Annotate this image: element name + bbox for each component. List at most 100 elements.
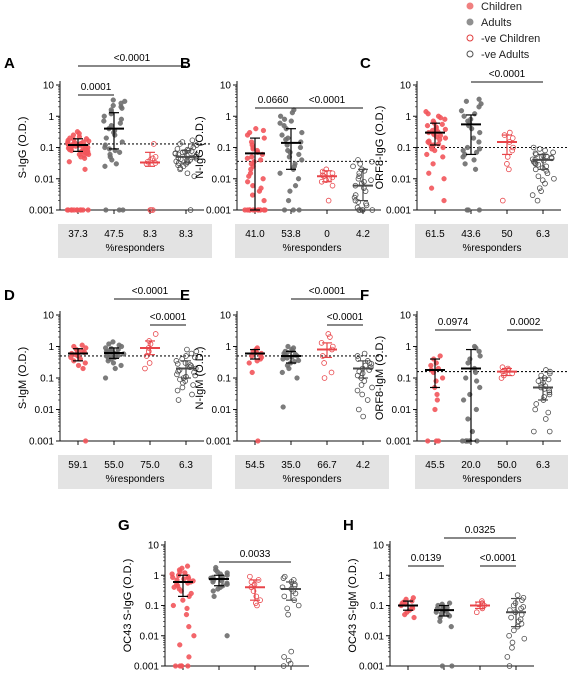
data-point xyxy=(82,438,89,444)
data-point xyxy=(426,170,432,176)
y-tick-label: 0.01 xyxy=(212,405,232,416)
data-point xyxy=(542,180,548,187)
responders-value: 50 xyxy=(501,229,513,240)
data-point xyxy=(280,663,287,669)
responders-value: 54.5 xyxy=(245,460,265,471)
data-point xyxy=(248,139,255,145)
data-point xyxy=(473,149,480,155)
data-point xyxy=(103,135,109,141)
data-point xyxy=(295,357,302,364)
data-point xyxy=(83,136,90,142)
p-value-label: 0.0139 xyxy=(411,553,442,564)
data-point xyxy=(281,573,288,580)
data-point xyxy=(177,376,183,383)
data-point xyxy=(249,192,256,198)
data-point xyxy=(249,154,255,160)
data-point xyxy=(352,192,359,198)
data-point xyxy=(472,166,479,172)
responders-value: 35.0 xyxy=(281,460,301,471)
data-point xyxy=(460,147,466,154)
y-tick-label: 0.1 xyxy=(397,374,411,385)
data-point xyxy=(279,369,285,376)
data-point xyxy=(361,178,367,185)
y-axis-label: S-IgM (O.D.) xyxy=(17,347,29,409)
data-point xyxy=(246,360,252,366)
y-tick-label: 1 xyxy=(153,571,159,582)
legend-label: -ve Adults xyxy=(481,49,530,61)
data-point xyxy=(187,364,193,371)
responders-value: 4.2 xyxy=(356,229,370,240)
data-point xyxy=(285,657,292,664)
data-point xyxy=(463,375,469,381)
y-tick-label: 0.001 xyxy=(386,437,411,448)
p-value-label: 0.0033 xyxy=(240,549,271,560)
data-point xyxy=(174,387,181,394)
data-point xyxy=(145,348,152,355)
data-point xyxy=(535,378,542,384)
data-point xyxy=(358,382,365,388)
data-point xyxy=(82,360,88,366)
data-point xyxy=(329,174,336,181)
data-point xyxy=(118,116,124,122)
p-value-label: 0.0325 xyxy=(465,525,496,536)
data-point xyxy=(187,362,194,368)
data-point xyxy=(142,365,148,372)
data-point xyxy=(545,409,552,416)
data-point xyxy=(507,129,513,136)
p-value-label: <0.0001 xyxy=(309,286,346,297)
data-point xyxy=(119,139,125,145)
data-point xyxy=(323,166,330,173)
p-value-label: <0.0001 xyxy=(327,312,364,323)
data-point xyxy=(325,331,332,337)
y-tick-label: 0.001 xyxy=(206,437,231,448)
data-point xyxy=(285,611,291,618)
data-point xyxy=(261,197,267,204)
y-tick-label: 0.01 xyxy=(35,405,55,416)
data-point xyxy=(550,149,556,156)
y-tick-label: 0.01 xyxy=(392,405,412,416)
data-point xyxy=(291,107,297,113)
data-point xyxy=(174,361,181,367)
data-point xyxy=(186,654,192,660)
responders-value: 47.5 xyxy=(104,229,124,240)
legend-label: -ve Children xyxy=(481,33,540,45)
legend-item: Adults xyxy=(466,17,512,29)
data-point xyxy=(172,663,179,669)
data-point xyxy=(169,571,175,577)
data-point xyxy=(116,207,122,213)
p-value-label: <0.0001 xyxy=(309,95,346,106)
y-tick-label: 0.1 xyxy=(145,601,159,612)
data-point xyxy=(529,192,536,198)
panel-g: G 0.001 0.01 0.1 1 10 OC43 S-IgG (O.D.) 0.0033 xyxy=(118,517,309,673)
p-value-label: <0.0001 xyxy=(489,69,526,80)
responders-label: %responders xyxy=(106,243,165,254)
data-point xyxy=(249,369,255,376)
panel-c: C 0.001 0.01 0.1 1 10 ORF8-IgG (O.D.) <0.0001 61… xyxy=(360,55,568,258)
data-point xyxy=(325,197,332,204)
data-point xyxy=(441,197,447,204)
data-point xyxy=(509,639,516,646)
panel-letter: G xyxy=(118,517,130,534)
data-point xyxy=(253,593,260,600)
legend-marker xyxy=(466,50,474,58)
data-point xyxy=(546,428,553,435)
data-point xyxy=(247,129,253,136)
data-point xyxy=(260,127,267,134)
data-point xyxy=(277,120,283,126)
y-tick-label: 0.01 xyxy=(140,631,160,642)
legend-item: -ve Adults xyxy=(466,49,530,61)
data-point xyxy=(476,139,482,145)
data-point xyxy=(465,416,471,422)
data-point xyxy=(520,594,527,601)
data-point xyxy=(102,375,109,381)
data-point xyxy=(285,147,291,154)
data-point xyxy=(193,152,200,158)
y-tick-label: 1 xyxy=(48,342,54,353)
y-tick-label: 10 xyxy=(220,311,232,322)
y-tick-label: 1 xyxy=(225,342,231,353)
y-tick-label: 0.001 xyxy=(359,662,384,673)
y-tick-label: 10 xyxy=(220,81,232,92)
data-point xyxy=(299,157,305,163)
data-point xyxy=(210,588,216,594)
data-point xyxy=(281,116,288,122)
